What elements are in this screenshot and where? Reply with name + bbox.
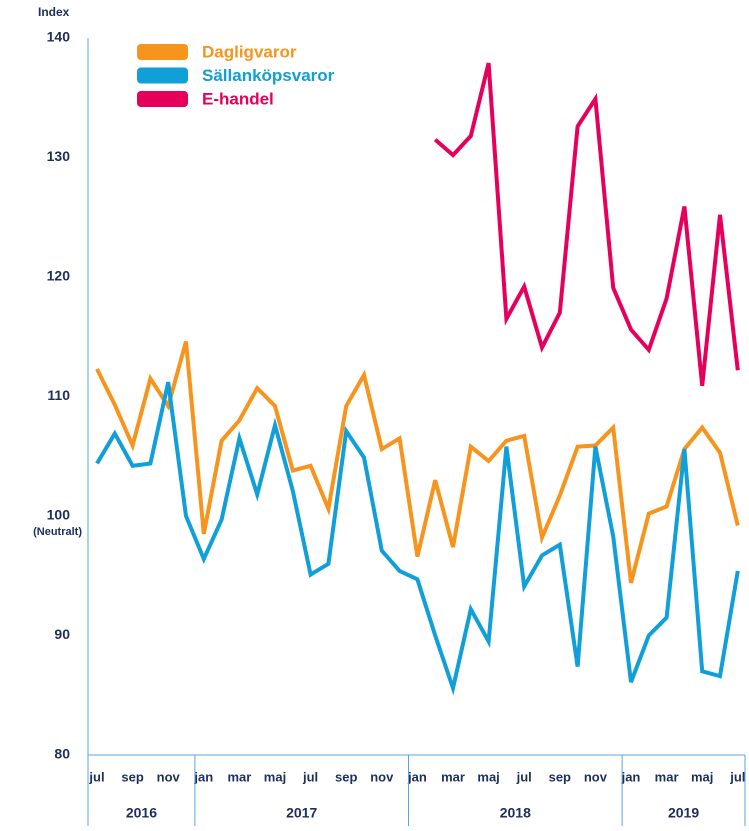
x-tick-label: nov (370, 769, 394, 784)
x-tick-label: jul (302, 769, 318, 784)
y-tick-label: 130 (47, 148, 71, 164)
legend-swatch (137, 67, 188, 84)
y-axis-title: Index (38, 5, 70, 19)
x-tick-label: jul (729, 769, 745, 784)
legend-swatch (137, 44, 188, 60)
x-tick-label: jul (88, 769, 104, 784)
x-tick-label: nov (157, 769, 181, 784)
x-tick-label: mar (227, 769, 251, 784)
y-tick-label: 90 (54, 626, 70, 642)
x-tick-label: mar (655, 769, 679, 784)
x-tick-label: maj (691, 769, 713, 784)
y-tick-label: 100 (47, 507, 71, 523)
legend-label: Dagligvaror (202, 42, 297, 61)
x-tick-label: mar (441, 769, 465, 784)
y-tick-label: 110 (47, 387, 70, 403)
legend-swatch (137, 91, 188, 107)
year-label: 2018 (500, 805, 531, 821)
year-label: 2016 (126, 805, 157, 821)
x-tick-label: sep (335, 769, 357, 784)
x-tick-label: nov (584, 769, 608, 784)
x-tick-label: jul (516, 769, 532, 784)
x-tick-label: jan (407, 769, 427, 784)
series-line (95, 381, 740, 696)
year-label: 2017 (286, 805, 317, 821)
x-tick-label: sep (121, 769, 143, 784)
x-tick-label: maj (264, 769, 286, 784)
x-tick-label: jan (621, 769, 641, 784)
series-line (433, 62, 740, 386)
series-line (95, 340, 740, 584)
y-tick-label: 120 (47, 268, 71, 284)
y-tick-label: 140 (47, 29, 71, 45)
legend-label: E-handel (202, 89, 274, 108)
x-tick-label: maj (477, 769, 499, 784)
legend-label: Sällanköpsvaror (202, 66, 335, 85)
x-tick-label: jan (193, 769, 213, 784)
year-label: 2019 (668, 805, 699, 821)
neutral-label: (Neutralt) (33, 526, 82, 538)
x-tick-label: sep (549, 769, 571, 784)
y-tick-label: 80 (54, 746, 70, 762)
